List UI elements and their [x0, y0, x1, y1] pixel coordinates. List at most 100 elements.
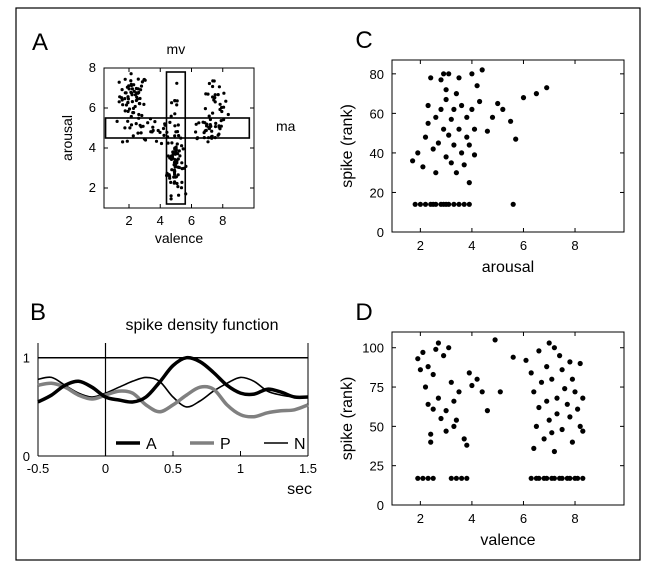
legend-label-P: P — [220, 436, 231, 453]
x-tick-label: 8 — [571, 238, 578, 253]
data-point — [464, 114, 470, 120]
data-point — [435, 395, 441, 401]
data-point — [433, 346, 439, 352]
data-point — [554, 411, 560, 417]
data-point — [448, 116, 454, 122]
y-tick-label: 50 — [370, 419, 384, 434]
data-point — [194, 122, 198, 126]
data-point — [169, 114, 173, 118]
data-point — [139, 84, 144, 88]
data-point — [173, 124, 177, 128]
y-tick-label: 80 — [370, 67, 384, 82]
data-point — [135, 97, 139, 101]
data-point — [417, 201, 423, 207]
data-point — [142, 77, 146, 82]
data-point — [134, 122, 138, 126]
data-point — [123, 97, 127, 101]
data-point — [179, 186, 184, 190]
x-tick-label: 0 — [102, 461, 109, 476]
data-point — [168, 176, 172, 180]
data-point — [446, 345, 452, 351]
data-point — [466, 370, 472, 376]
data-point — [580, 475, 586, 481]
data-point — [541, 436, 547, 442]
data-point — [580, 395, 586, 401]
x-tick-label: 4 — [468, 238, 475, 253]
data-point — [417, 367, 423, 373]
y-tick-label: 75 — [370, 380, 384, 395]
series-line-A — [37, 355, 309, 404]
data-point — [438, 77, 444, 83]
data-point — [443, 87, 449, 93]
x-tick-label: 6 — [188, 213, 195, 228]
legend-label-A: A — [146, 436, 157, 453]
data-point — [544, 475, 550, 481]
data-point — [435, 140, 441, 146]
data-point — [126, 109, 130, 113]
data-point — [446, 201, 452, 207]
x-tick-label: 4 — [157, 213, 164, 228]
data-point — [177, 149, 181, 153]
data-point — [420, 164, 426, 170]
data-point — [175, 142, 179, 146]
data-point — [175, 81, 179, 85]
data-point — [520, 95, 527, 101]
y-tick-label: 0 — [377, 498, 384, 513]
data-point — [500, 106, 506, 112]
data-point — [544, 398, 550, 404]
x-tick-label: 1 — [237, 461, 244, 476]
data-point — [433, 114, 439, 120]
data-point — [559, 426, 565, 433]
data-point — [441, 353, 447, 359]
data-point — [126, 100, 130, 105]
x-tick-label: 6 — [520, 238, 527, 253]
y-tick-label: 8 — [89, 60, 96, 75]
data-point — [126, 119, 130, 123]
data-point — [451, 423, 457, 429]
panel-letter-c: C — [355, 27, 372, 54]
data-point — [180, 167, 184, 171]
data-point — [451, 106, 457, 112]
data-point — [127, 84, 131, 88]
data-point — [461, 162, 467, 168]
data-point — [412, 201, 418, 207]
data-point — [410, 158, 416, 164]
data-point — [149, 130, 153, 134]
data-point — [536, 348, 542, 354]
data-point — [134, 86, 138, 91]
data-point — [572, 389, 578, 395]
data-point — [137, 90, 141, 95]
data-point — [170, 101, 174, 105]
data-point — [126, 95, 130, 99]
data-point — [203, 107, 207, 111]
plot-area — [391, 331, 625, 506]
data-point — [448, 475, 454, 481]
data-point — [219, 119, 223, 123]
data-point — [425, 364, 431, 370]
data-point — [207, 127, 211, 131]
data-point — [120, 88, 124, 92]
data-point — [207, 81, 211, 86]
data-point — [159, 141, 164, 146]
data-point — [471, 126, 478, 132]
data-point — [162, 133, 166, 137]
data-point — [428, 431, 434, 437]
data-point — [226, 112, 230, 117]
data-point — [139, 125, 143, 129]
data-point — [170, 154, 174, 158]
y-tick-label: 4 — [89, 140, 96, 155]
data-point — [153, 120, 157, 124]
data-point — [464, 134, 470, 140]
panel-a: A 2 4 6 8 2 4 6 8 valence arousal mv ma — [32, 29, 296, 246]
data-point — [577, 423, 583, 429]
data-point — [205, 124, 209, 128]
data-point — [222, 118, 226, 122]
data-point — [130, 100, 134, 104]
data-point — [420, 349, 426, 355]
data-point — [484, 408, 490, 414]
panel-d: D 2 4 6 8 0 25 50 75 100 valence spike (rank) — [339, 299, 625, 549]
data-point — [173, 147, 177, 151]
